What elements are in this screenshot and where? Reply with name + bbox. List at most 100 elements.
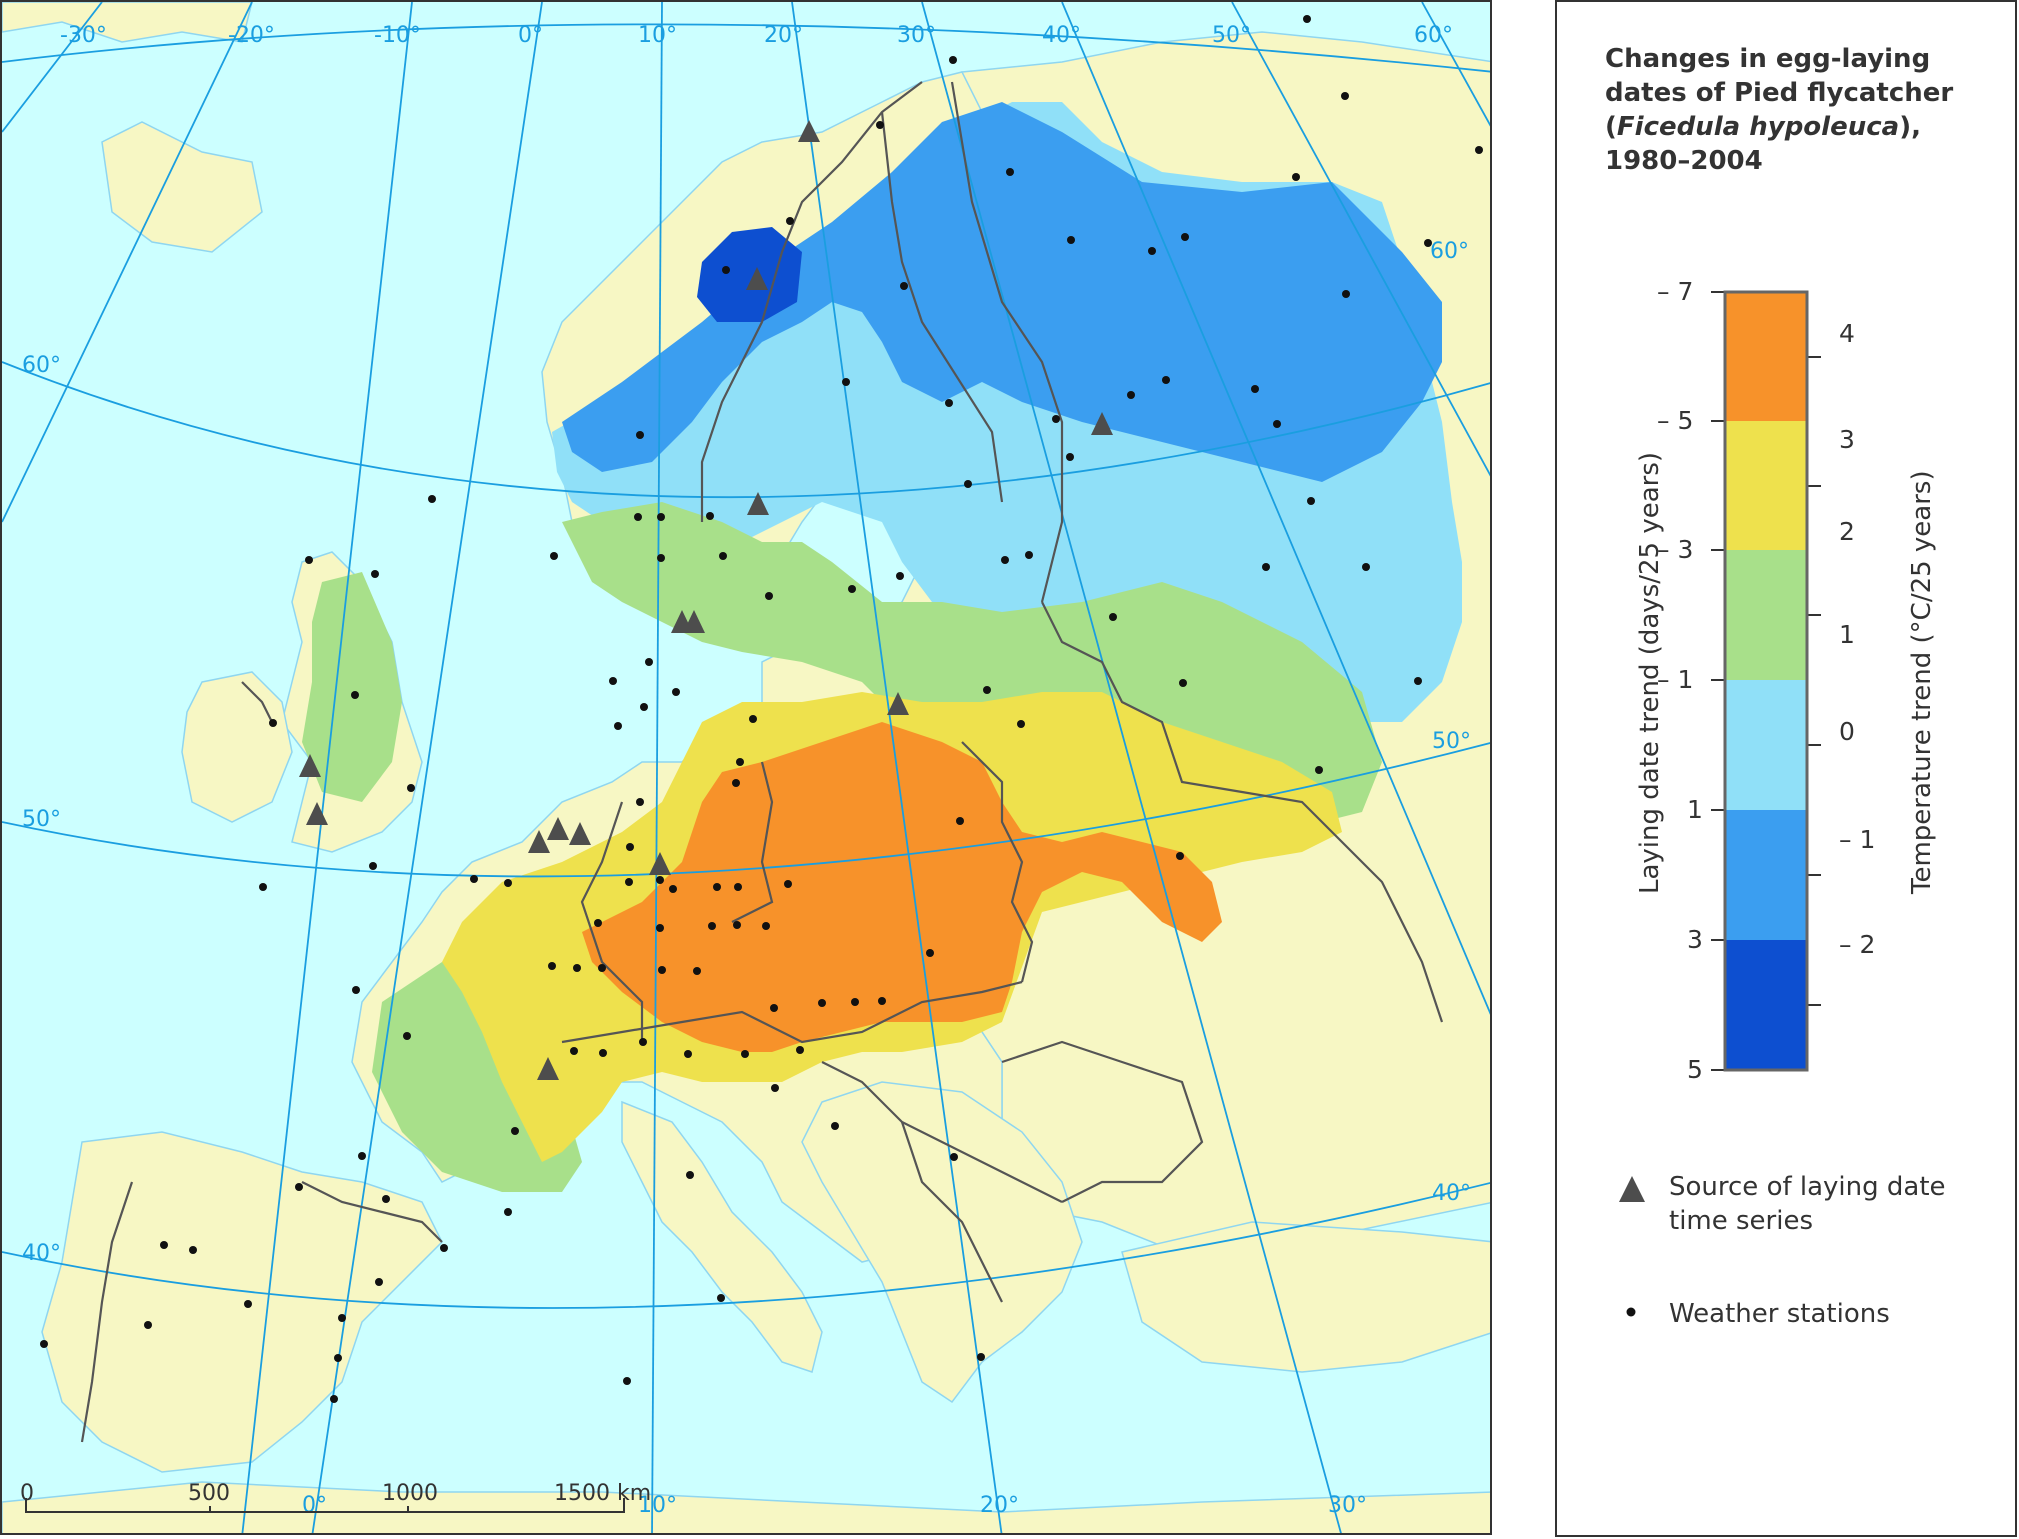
dot-marker-icon (818, 999, 826, 1007)
dot-marker-icon (656, 924, 664, 932)
dot-marker-icon (573, 964, 581, 972)
dot-marker-icon (351, 691, 359, 699)
dot-marker-icon (784, 880, 792, 888)
dot-marker-icon (550, 552, 558, 560)
meridian-10-line (651, 2, 663, 1533)
country-borders-layer (80, 81, 1444, 1443)
dot-marker-icon (334, 1354, 342, 1362)
europe-map: -30° -20° -10° 0° 10° 20° 30° 40° 50° 60… (2, 2, 1490, 1533)
border-romania (1001, 1040, 1204, 1203)
meridian-0-line (311, 2, 543, 1533)
meridian-label-top: 40° (1042, 23, 1081, 48)
dot-marker-icon (570, 1047, 578, 1055)
dot-marker-icon (1127, 391, 1135, 399)
triangle-marker-icon (887, 692, 909, 715)
dot-marker-icon (369, 862, 377, 870)
dot-marker-icon (1273, 420, 1281, 428)
temperature-tick-label: 1 (1839, 620, 1855, 649)
dot-marker-icon (352, 986, 360, 994)
dot-marker-icon (656, 876, 664, 884)
legend-title: Changes in egg-laying dates of Pied flyc… (1605, 42, 2005, 178)
dot-marker-icon (1362, 563, 1370, 571)
dot-marker-icon (636, 431, 644, 439)
dot-marker-icon (305, 556, 313, 564)
dot-marker-icon (1148, 247, 1156, 255)
temperature-tick-label: 2 (1839, 517, 1855, 546)
scale-bar: 0 500 1000 1500 km (20, 1481, 651, 1513)
italy-landmass (621, 1100, 823, 1373)
meridian-label-top: -20° (228, 23, 275, 48)
dot-marker-icon (358, 1152, 366, 1160)
dot-marker-icon (614, 722, 622, 730)
triangle-marker-icon (747, 492, 769, 515)
dot-marker-icon (640, 703, 648, 711)
dot-marker-icon (900, 282, 908, 290)
dot-marker-icon (1179, 679, 1187, 687)
scale-class-light-blue (1725, 680, 1807, 810)
class-green-uk-area (302, 572, 402, 802)
parallel-label-left: 50° (22, 807, 61, 832)
meridian-label-bottom: 30° (1328, 1493, 1367, 1518)
greenland-landmass (2, 2, 253, 43)
dot-marker-icon (470, 875, 478, 883)
dot-marker-icon (848, 585, 856, 593)
meridian-30-line (921, 2, 1342, 1533)
dot-marker-icon (428, 495, 436, 503)
legend-title-line: 1980–2004 (1605, 146, 1763, 176)
border-france-spain (301, 1181, 443, 1243)
dot-marker-icon (1017, 720, 1025, 728)
dot-marker-icon (599, 1049, 607, 1057)
dot-marker-icon (511, 1127, 519, 1135)
north-africa-landmass (2, 1481, 1490, 1533)
dot-marker-icon (926, 949, 934, 957)
dot-marker-icon (722, 266, 730, 274)
meridian-m10-line (241, 2, 413, 1533)
meridian-label-top: 0° (518, 23, 543, 48)
scale-label: 1000 (382, 1481, 438, 1506)
dot-marker-icon (598, 964, 606, 972)
triangle-marker-icon (537, 1057, 559, 1080)
dot-marker-icon (1162, 376, 1170, 384)
dot-marker-icon (330, 1395, 338, 1403)
dot-marker-icon (609, 677, 617, 685)
dot-marker-icon (1067, 236, 1075, 244)
laying-tick-label: – 5 (1657, 406, 1694, 435)
legend-title-line: (Ficedula hypoleuca), (1605, 110, 2005, 144)
border-ireland-uk (241, 681, 273, 723)
scale-class-green (1725, 550, 1807, 680)
dot-marker-icon (949, 56, 957, 64)
scale-label: 0 (20, 1481, 34, 1506)
parallel-60-line (2, 361, 1490, 499)
dot-marker-icon (626, 843, 634, 851)
dot-marker-icon (1315, 766, 1323, 774)
scale-class-dark-blue (1725, 940, 1807, 1070)
meridian-m20-line (2, 2, 253, 523)
legend-title-line: Changes in egg-laying (1605, 44, 1931, 74)
scale-class-orange (1725, 292, 1807, 421)
border-balkans-a (821, 1061, 1063, 1203)
source-markers-layer (299, 120, 1113, 1080)
meridian-label-top: 10° (638, 23, 677, 48)
meridian-60-line (1421, 2, 1490, 127)
dot-marker-icon (1262, 563, 1270, 571)
temperature-tick-label: 0 (1839, 717, 1855, 746)
dot-marker-icon (658, 966, 666, 974)
meridian-label-top: 30° (897, 23, 936, 48)
laying-tick-label: – 1 (1657, 665, 1694, 694)
parallel-label-left: 60° (22, 353, 61, 378)
dot-marker-icon (144, 1321, 152, 1329)
dot-marker-icon (375, 1278, 383, 1286)
border-poland-east (961, 741, 1034, 983)
laying-tick-label: – 3 (1657, 535, 1694, 564)
temperature-tick-label: – 2 (1839, 930, 1876, 959)
map-panel: -30° -20° -10° 0° 10° 20° 30° 40° 50° 60… (0, 0, 1492, 1535)
triangle-marker-icon (649, 852, 671, 875)
legend-title-paren: ), (1899, 112, 1921, 142)
dot-marker-icon (1424, 239, 1432, 247)
dot-marker-icon (189, 1246, 197, 1254)
dot-marker-icon (950, 1153, 958, 1161)
parallel-label-right: 50° (1432, 729, 1471, 754)
parallel-label-right: 40° (1432, 1181, 1471, 1206)
source-legend-label-line: Source of laying date (1669, 1172, 1946, 1202)
triangle-marker-icon (306, 802, 328, 825)
